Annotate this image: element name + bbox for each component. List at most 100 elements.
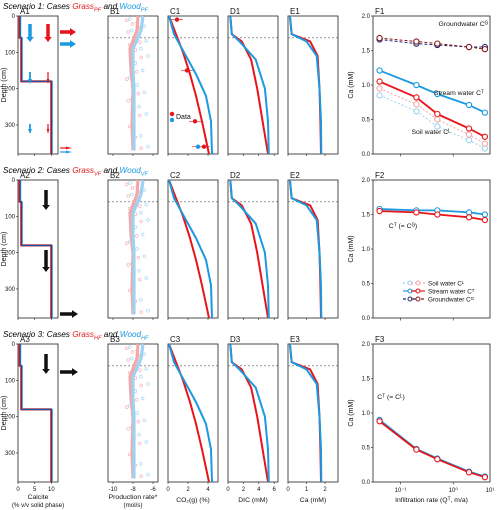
production-data-point-grass — [139, 474, 143, 478]
grass-lateral-arrow-head — [70, 28, 76, 36]
grass-deep-lateral-arrow-head — [66, 146, 72, 150]
production-data-point-wood — [135, 247, 139, 251]
ca-wood-line — [288, 343, 323, 483]
f3-grass-point — [434, 456, 441, 463]
wood-text: Wood — [119, 166, 141, 175]
co2-wood-line — [168, 179, 213, 319]
production-data-point-grass — [130, 186, 135, 190]
production-data-point-wood — [144, 38, 148, 43]
ca-tick-label: 2 — [323, 487, 327, 493]
production-data-point-grass — [126, 263, 130, 267]
panel-C3-frame — [167, 343, 219, 483]
production-data-point-wood — [144, 202, 148, 207]
panel-label-F1: F1 — [375, 7, 385, 16]
co2-grass-line — [168, 343, 210, 483]
production-data-point-grass — [126, 358, 130, 362]
ca-tick-label: 1 — [305, 487, 309, 493]
production-data-point-grass — [138, 368, 142, 372]
production-data-point-grass — [125, 18, 129, 23]
depth-tick-label: 300 — [5, 451, 16, 457]
production-data-point-wood — [139, 46, 143, 51]
f-ytick-label: 1.5 — [362, 377, 371, 383]
calcite-tick-label: 0 — [16, 487, 20, 493]
legend-grass-marker — [415, 280, 421, 286]
co2-wood-line — [168, 343, 213, 483]
scenario3-grass: GrassHF — [72, 330, 101, 342]
dic-xlabel: DIC (mM) — [238, 497, 267, 504]
production-data-point-wood — [137, 269, 141, 273]
wood-deep-lateral-arrow-head — [66, 150, 72, 154]
co2-tick-label: 2 — [186, 487, 190, 493]
scenario3-title: Scenario 3: Cases GrassHF and WoodHF — [3, 330, 149, 342]
production-tick-label: -6 — [150, 487, 156, 493]
scenario2-title: Scenario 2: Cases GrassVF and WoodVF — [3, 166, 148, 178]
dic-grass-line — [229, 15, 269, 155]
production-data-point-grass — [126, 194, 130, 198]
calcite-profile-line — [19, 180, 53, 318]
f1-grass-point — [465, 125, 473, 132]
production-data-point-grass — [139, 55, 143, 60]
production-data-point-wood — [140, 232, 145, 237]
calcite-tick-label: 5 — [33, 487, 37, 493]
legend-entry-label: Soil water Cᴸ — [428, 281, 465, 288]
f2-grass-point — [413, 209, 420, 216]
f3-grass-point — [413, 446, 420, 453]
f-ytick-label: 1.0 — [362, 83, 371, 89]
scenario1-prefix: Scenario 1: Cases — [3, 2, 73, 11]
calcite-profile-line — [19, 344, 53, 482]
depth-tick-label: 100 — [5, 50, 16, 56]
f-ytick-label: 2.0 — [362, 178, 371, 184]
panel-label-C3: C3 — [170, 335, 181, 344]
f3-wood-line — [379, 419, 486, 478]
f1-wood-point — [413, 108, 420, 115]
calcite-wood-line — [19, 16, 53, 154]
f1-grass-point — [465, 43, 473, 51]
production-data-point-wood — [142, 352, 147, 356]
f1-wood-point — [481, 109, 489, 116]
production-data-point-grass — [138, 204, 142, 208]
production-data-point-grass — [126, 427, 130, 431]
scenario3-prefix: Scenario 3: Cases — [3, 330, 73, 339]
panel-D1-frame — [227, 15, 279, 155]
panel-A1-frame — [17, 15, 59, 155]
f1-wood-point — [376, 92, 383, 99]
data-legend-wood-marker — [169, 117, 175, 123]
panel-label-F3: F3 — [375, 335, 385, 344]
co2-data-point — [174, 17, 180, 22]
calcite-grass-line — [18, 16, 53, 154]
production-data-point-wood — [142, 418, 147, 422]
f-ytick-label: 1.5 — [362, 49, 371, 55]
calcite-wood-line — [19, 180, 53, 318]
f1-grass-point — [413, 101, 420, 108]
f3-grass-point — [465, 469, 473, 476]
production-data-point-grass — [138, 441, 142, 446]
production-data-point-grass — [138, 113, 142, 118]
production-data-point-wood — [130, 28, 134, 33]
f-xtick-label: 10⁻¹ — [395, 488, 407, 494]
f2-grass-point — [465, 214, 473, 221]
production-data-point-grass — [126, 30, 130, 34]
production-data-point-wood — [144, 366, 148, 371]
production-data-point-wood — [146, 54, 150, 58]
scenario2-grass: GrassVF — [72, 166, 101, 178]
panel-E2-frame — [287, 179, 339, 319]
production-data-point-grass — [136, 92, 141, 96]
production-data-point-grass — [139, 383, 143, 388]
production-data-point-wood — [137, 105, 141, 109]
scenario1-title: Scenario 1: Cases GrassPF and WoodPF — [3, 2, 148, 14]
panel-label-B1: B1 — [110, 7, 120, 16]
production-data-point-wood — [144, 440, 148, 444]
wood-sub: VF — [140, 171, 148, 178]
f-ytick-label: 0.0 — [362, 316, 371, 322]
production-grass-line — [128, 15, 140, 151]
f1-grass-point — [481, 45, 489, 53]
depth-axis-label: Depth (cm) — [1, 232, 8, 267]
f-xtick-label: 10¹ — [486, 488, 495, 494]
ca-wood-line — [288, 15, 323, 155]
f2-grass-point — [376, 207, 383, 215]
production-data-point-wood — [128, 345, 132, 349]
and-text: and — [101, 166, 120, 175]
production-data-point-wood — [135, 83, 139, 87]
f-ytick-label: 0.0 — [362, 480, 371, 486]
